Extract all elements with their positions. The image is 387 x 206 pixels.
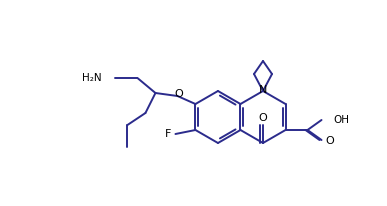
- Text: H₂N: H₂N: [82, 73, 101, 83]
- Text: O: O: [325, 136, 334, 146]
- Text: OH: OH: [334, 115, 349, 125]
- Text: O: O: [259, 113, 267, 123]
- Text: N: N: [259, 85, 267, 95]
- Text: O: O: [174, 89, 183, 99]
- Text: F: F: [165, 129, 172, 139]
